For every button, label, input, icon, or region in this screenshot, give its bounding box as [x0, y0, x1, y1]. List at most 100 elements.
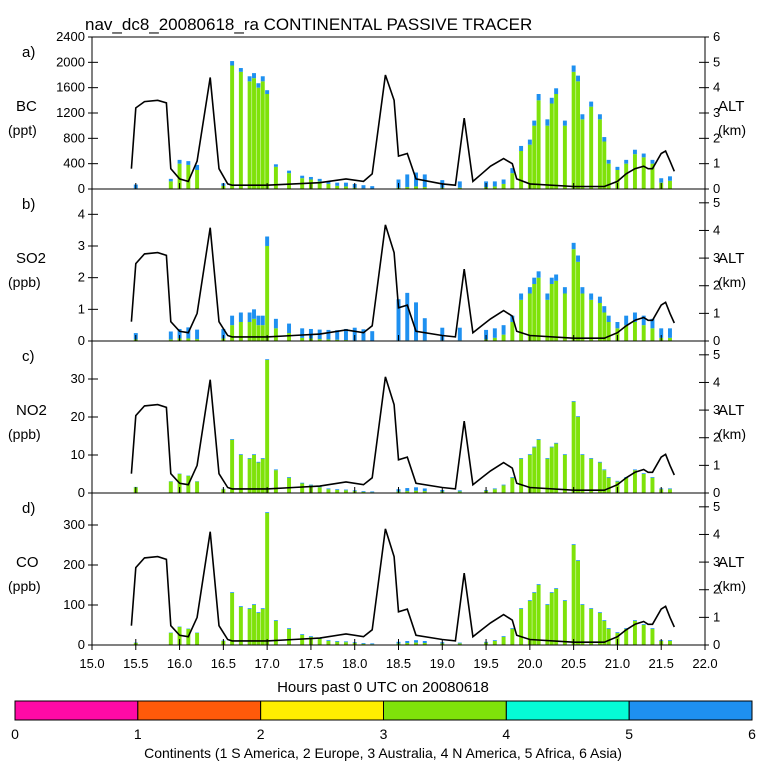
bar-3-0-25	[405, 643, 410, 645]
panel-2: 0 10 20 30 0 1 2 3 4 5 c) NO2 (ppb) ALT (km)	[8, 340, 746, 500]
bar-3-1-8	[247, 608, 252, 609]
panel-0: 0 400 800 1200 1600 2000 2400 0 1 2 3 4 5 6 a) BC (ppt) A…	[8, 29, 746, 196]
bar-2-0-52	[641, 474, 646, 493]
ytick-label-0-4: 1600	[56, 80, 85, 95]
bar-2-1-33	[510, 477, 515, 478]
bar-2-0-33	[510, 477, 515, 493]
colorbar-swatch-4	[505, 700, 630, 721]
bar-1-1-16	[308, 328, 313, 339]
bar-3-1-53	[650, 628, 655, 629]
bar-0-0-17	[317, 181, 322, 189]
bar-0-1-1	[168, 178, 173, 182]
bar-3-1-37	[536, 584, 541, 585]
bar-0-0-1	[168, 181, 173, 189]
bar-3-0-1	[168, 633, 173, 645]
bar-2-0-55	[668, 489, 672, 493]
bar-0-1-9	[252, 73, 256, 79]
bar-1-1-6	[230, 315, 235, 326]
bar-0-0-52	[641, 157, 646, 189]
bar-2-1-47	[602, 469, 607, 471]
bar-0-1-11	[260, 76, 265, 82]
bar-3-1-12	[265, 512, 270, 513]
bar-0-0-11	[260, 81, 265, 189]
bar-3-1-18	[326, 640, 331, 641]
colorbar-label: Continents (1 S America, 2 Europe, 3 Aus…	[144, 745, 622, 761]
xtick-label-10: 20.0	[517, 656, 542, 671]
bar-0-0-7	[238, 71, 243, 189]
bar-2-0-40	[554, 443, 559, 493]
bar-1-1-31	[492, 328, 497, 338]
xtick-label-4: 17.0	[254, 656, 279, 671]
bar-3-0-6	[230, 593, 235, 645]
alt-label-line1-0: ALT	[718, 98, 744, 115]
bar-1-0-10	[256, 325, 261, 341]
bar-1-0-44	[580, 293, 585, 341]
bar-0-1-17	[317, 178, 322, 182]
alttick-label-3-5: 5	[713, 499, 720, 514]
bar-1-1-9	[252, 309, 256, 319]
bar-2-0-44	[580, 455, 585, 493]
bar-0-1-42	[571, 65, 576, 72]
bar-1-1-39	[549, 277, 554, 284]
bar-1-0-15	[300, 337, 305, 341]
bar-3-1-33	[510, 628, 515, 629]
bar-0-0-2	[177, 163, 182, 189]
bar-1-0-18	[326, 339, 331, 341]
bar-3-0-8	[247, 609, 252, 645]
bar-0-1-35	[527, 139, 532, 145]
colorbar-tick-5: 5	[625, 726, 633, 742]
alttick-label-0-1: 1	[713, 156, 720, 171]
bar-1-1-7	[238, 312, 243, 322]
alt-label-line1-3: ALT	[718, 554, 744, 571]
bar-1-0-17	[317, 339, 322, 341]
bar-3-0-40	[554, 589, 559, 645]
panel-letter-1: b)	[22, 196, 35, 213]
bar-1-0-13	[273, 328, 278, 341]
bar-0-1-55	[668, 176, 672, 181]
bar-1-1-53	[650, 318, 655, 329]
bar-2-0-32	[501, 485, 506, 493]
ytick-label-1-0: 0	[78, 333, 85, 348]
bar-2-0-35	[527, 455, 532, 493]
ylabel-line1-2: NO2	[16, 402, 47, 419]
bar-1-1-54	[659, 328, 664, 338]
bar-1-0-52	[641, 325, 646, 341]
bar-0-1-32	[501, 179, 506, 184]
alttick-label-3-1: 1	[713, 609, 720, 624]
ytick-label-0-6: 2400	[56, 29, 85, 44]
bar-3-0-48	[606, 629, 611, 645]
bar-3-1-9	[252, 604, 256, 605]
bar-0-1-15	[300, 175, 305, 179]
bar-0-0-3	[186, 164, 191, 189]
bar-3-1-34	[519, 608, 524, 609]
bar-2-0-10	[256, 462, 261, 493]
bar-1-1-11	[260, 315, 265, 326]
bar-2-1-16	[308, 484, 313, 486]
bar-1-1-12	[265, 236, 270, 246]
bar-3-0-17	[317, 639, 322, 645]
bar-2-1-9	[252, 454, 256, 455]
bar-2-1-55	[668, 488, 672, 490]
xtick-label-6: 18.0	[342, 656, 367, 671]
bar-0-0-14	[287, 173, 292, 189]
bar-3-0-34	[519, 609, 524, 645]
bar-0-0-53	[650, 163, 655, 189]
alttick-label-3-0: 0	[713, 637, 720, 652]
bar-2-0-43	[576, 417, 580, 493]
bar-3-0-43	[576, 561, 580, 645]
bar-1-1-43	[576, 255, 580, 262]
bar-2-1-48	[606, 477, 611, 478]
bar-1-1-38	[545, 293, 550, 300]
bar-0-1-33	[510, 168, 515, 174]
bar-2-1-13	[273, 469, 278, 471]
bar-1-0-38	[545, 299, 550, 341]
colorbar-swatch-3	[383, 700, 507, 721]
bar-3-0-36	[532, 593, 537, 645]
bar-0-1-29	[457, 181, 462, 188]
bar-1-1-29	[457, 327, 462, 341]
bar-1-0-45	[589, 299, 594, 341]
bar-3-0-47	[602, 621, 607, 645]
bar-3-1-11	[260, 608, 265, 609]
panel-frame-3	[91, 492, 706, 646]
bar-1-1-22	[361, 329, 366, 341]
